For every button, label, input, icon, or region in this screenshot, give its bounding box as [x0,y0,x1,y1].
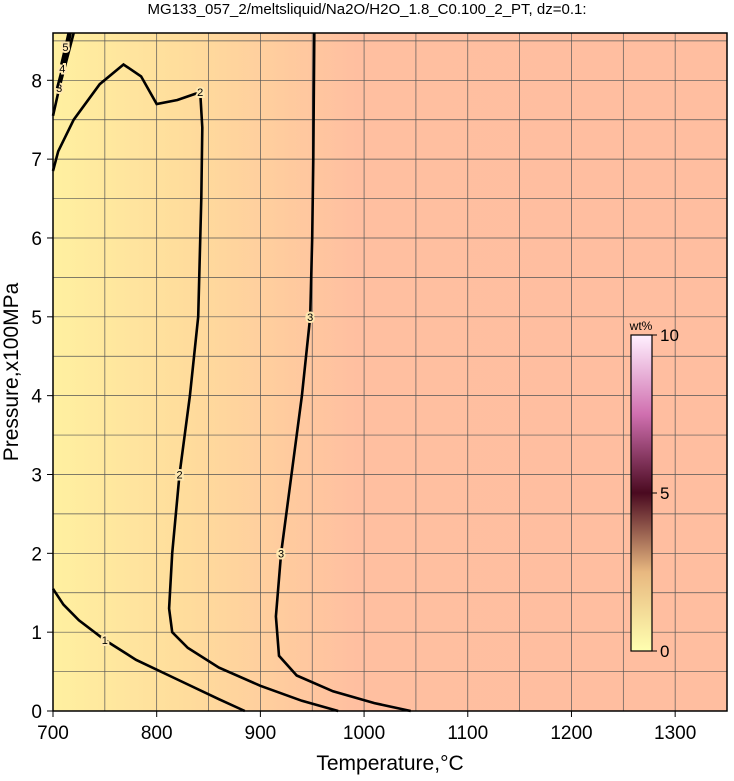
y-tick-label: 7 [31,150,42,171]
x-tick-label: 900 [245,723,277,744]
colorbar-tick-label: 5 [660,484,669,503]
colorbar-label: wt% [629,319,653,333]
y-tick-label: 2 [31,544,42,565]
y-axis-label: Pressure,x100MPa [0,282,23,461]
contour-label: 5 [62,42,68,54]
plot-background [53,33,727,711]
contour-label: 2 [197,87,203,99]
colorbar [630,334,653,652]
y-tick-label: 1 [31,623,42,644]
contour-line [51,32,75,117]
contour-line [51,62,339,713]
contour-line [55,32,72,89]
contour-label: 3 [307,312,313,324]
contour-line [60,32,70,65]
x-tick-label: 800 [141,723,173,744]
contour-label: 3 [278,548,284,560]
contour-label: 3 [56,83,62,95]
y-tick-label: 3 [31,465,42,486]
y-tick-label: 0 [31,702,42,723]
contour-line [51,588,246,713]
x-axis-label: Temperature,°C [316,752,463,775]
y-tick-label: 6 [31,229,42,250]
plot-frame [52,32,728,712]
x-tick-label: 700 [37,723,69,744]
x-tick-label: 1300 [654,723,696,744]
y-tick-label: 8 [31,71,42,92]
y-tick-label: 4 [31,387,42,408]
contour-line [274,32,411,713]
x-tick-label: 1200 [550,723,592,744]
colorbar-tick-label: 10 [660,326,679,345]
contour-label: 4 [59,63,65,75]
contour-label: 1 [102,635,108,647]
y-tick-label: 5 [31,308,42,329]
colorbar-tick-label: 0 [660,642,669,661]
x-tick-label: 1000 [343,723,385,744]
contour-label: 2 [176,469,182,481]
chart-title: MG133_057_2/meltsliquid/Na2O/H2O_1.8_C0.… [147,1,586,18]
x-tick-label: 1100 [447,723,488,744]
